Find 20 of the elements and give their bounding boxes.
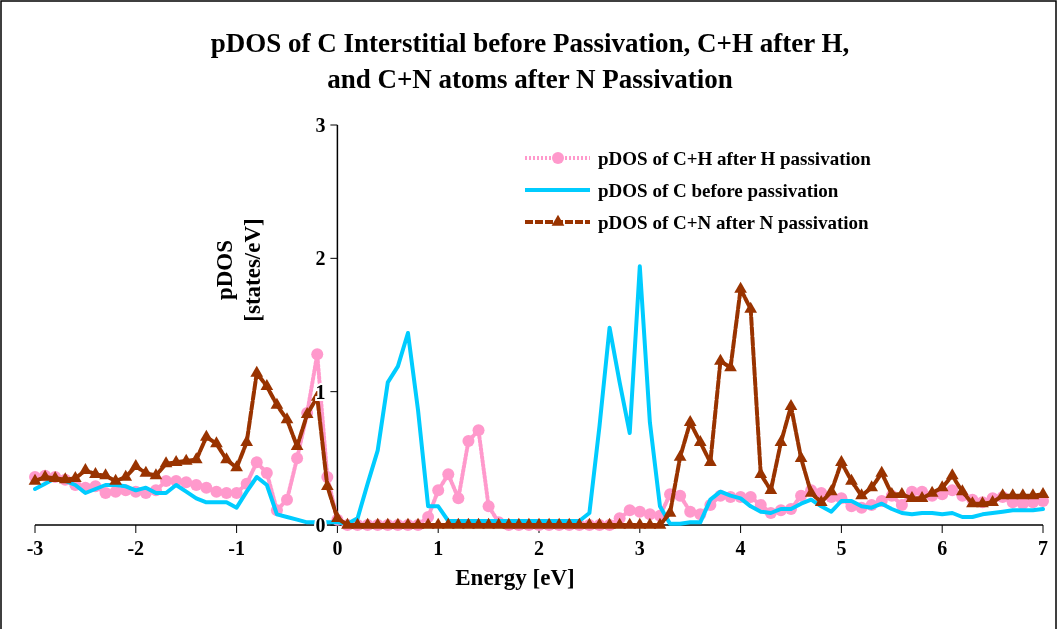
x-tick-label: 5	[836, 537, 847, 559]
legend-label: pDOS of C+H after H passivation	[598, 148, 872, 169]
x-tick-label: 6	[937, 537, 948, 559]
x-tick-label: -2	[127, 537, 145, 559]
y-tick-label: 2	[315, 247, 326, 270]
x-tick-label: 1	[433, 537, 444, 559]
x-tick-label: 2	[534, 537, 544, 559]
y-tick-label: 0	[315, 514, 326, 536]
chart-title: pDOS of C Interstitial before Passivation, C+H after H, and C+N atoms after N Passivation	[210, 28, 850, 94]
x-tick-label: -3	[26, 537, 44, 559]
x-tick-label: 3	[634, 537, 645, 559]
y-tick-label: 3	[315, 114, 326, 136]
x-tick-label: -1	[228, 537, 245, 559]
legend-label: pDOS of C before passivation	[598, 180, 839, 201]
legend-label: pDOS of C+N after N passivation	[598, 212, 870, 233]
x-tick-label: 0	[332, 537, 343, 559]
x-tick-label: 7	[1038, 537, 1048, 559]
x-tick-label: 4	[735, 537, 746, 559]
x-axis-title: Energy [eV]	[455, 565, 575, 590]
y-axis-title: pDOS [states/eV]	[212, 218, 265, 322]
